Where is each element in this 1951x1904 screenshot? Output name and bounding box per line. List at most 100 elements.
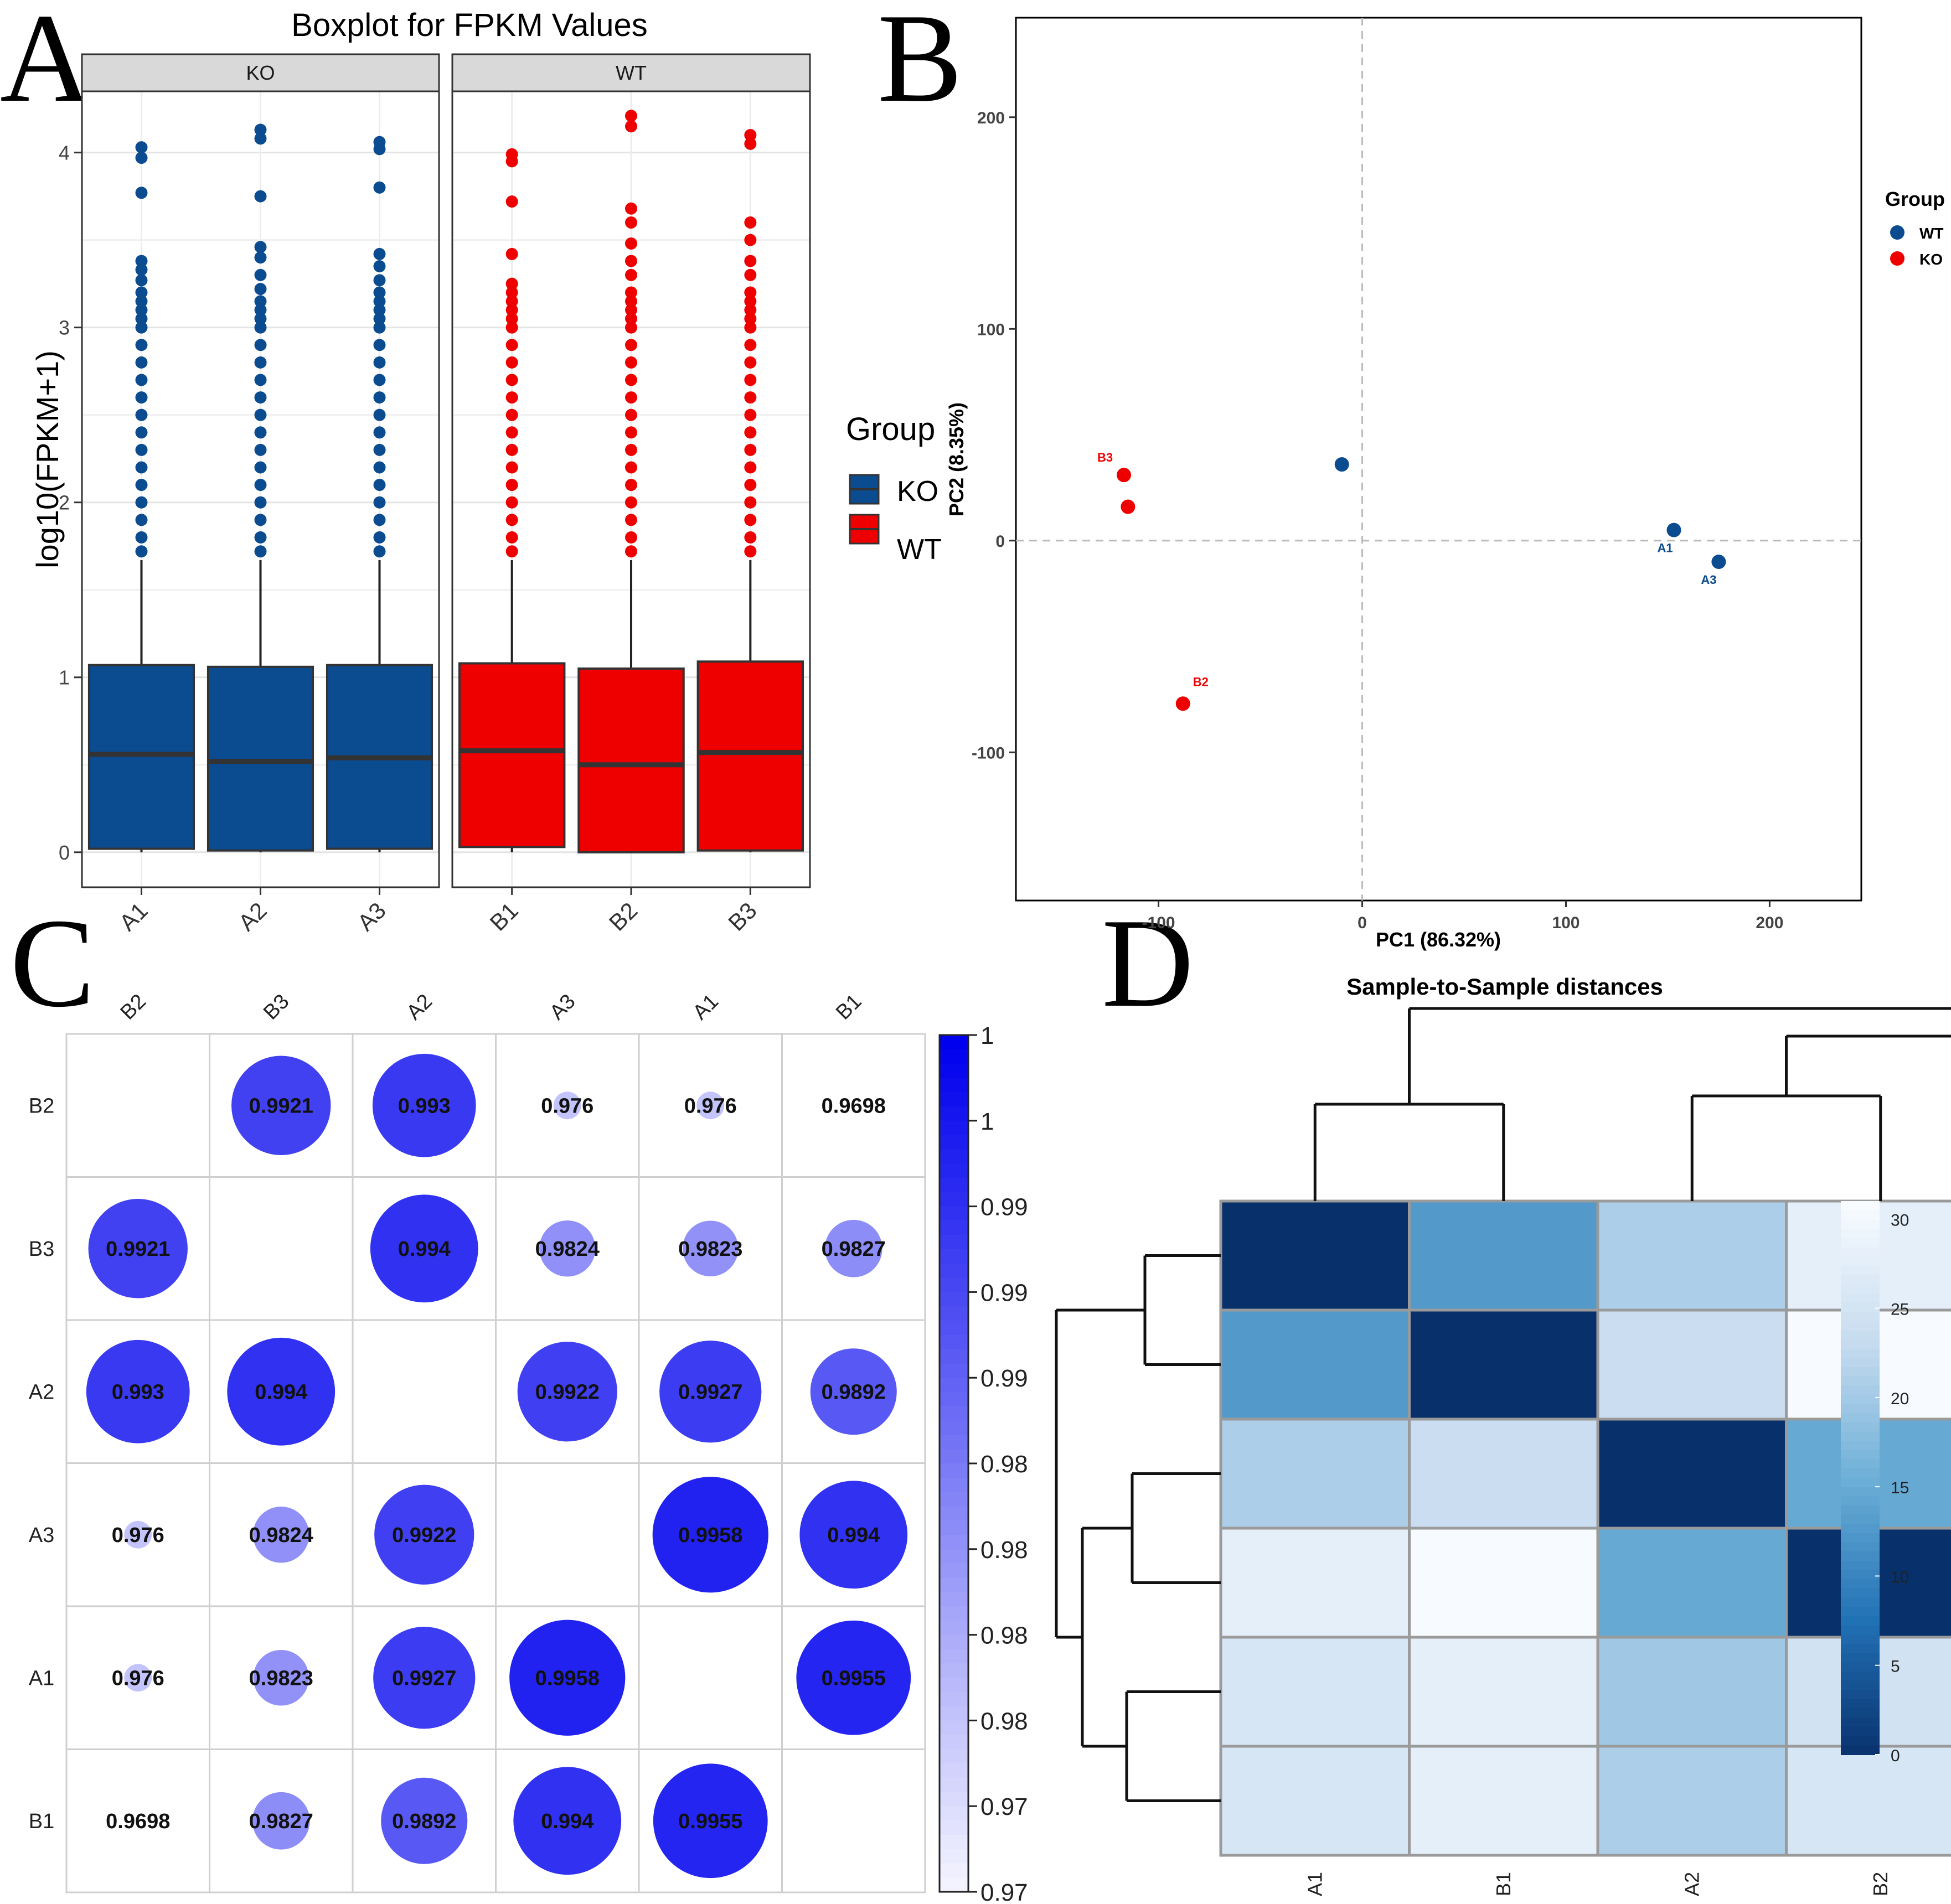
correlation-circle <box>372 1053 476 1157</box>
outlier-point <box>505 531 518 544</box>
colorbar-segment <box>1841 1348 1880 1359</box>
pca-point-B1 <box>1121 499 1135 514</box>
boxplot-title: Boxplot for FPKM Values <box>291 7 648 43</box>
correlation-value: 0.993 <box>112 1380 164 1404</box>
colorbar-segment <box>940 1691 968 1707</box>
outlier-point <box>505 195 518 208</box>
outlier-point <box>505 479 518 491</box>
panel-c-correlation: 0.9921 0.993 0.976 0.976 0.9698 0.9921 0.994 0.… <box>29 990 1028 1904</box>
outlier-point <box>625 545 637 558</box>
outlier-point <box>373 479 386 491</box>
outlier-point <box>373 247 386 260</box>
correlation-circle <box>553 1091 581 1120</box>
outlier-point <box>254 339 267 351</box>
panel-d-distance-heatmap: Sample-to-Sample distances A1A1B1B1A2A2B… <box>1055 974 1951 1896</box>
outlier-point <box>625 216 637 229</box>
colorbar-segment <box>1841 1496 1880 1506</box>
heatmap-cell <box>1596 1745 1788 1857</box>
colorbar-segment <box>940 1735 968 1750</box>
x-tick-label: 0 <box>1358 914 1367 932</box>
outlier-point <box>744 255 757 267</box>
colorbar-tick-label: 1 <box>980 1022 994 1049</box>
legend-ko-label: KO <box>897 475 938 508</box>
boxplot-y-axis-label: log10(FPKM+1) <box>30 350 65 568</box>
outlier-point <box>744 461 757 474</box>
colorbar-segment <box>940 1606 968 1621</box>
outlier-point <box>744 321 757 334</box>
colorbar-segment <box>940 1663 968 1678</box>
colorbar-segment <box>1841 1625 1880 1636</box>
correlation-value: 0.9892 <box>822 1380 886 1404</box>
outlier-point <box>625 356 637 369</box>
correlation-circle <box>373 1627 476 1729</box>
colorbar-segment <box>1841 1708 1880 1719</box>
outlier-point <box>135 187 148 199</box>
boxplot-legend: Group KO WT <box>846 411 942 566</box>
correlation-colorbar: 1 1 0.99 0.99 0.99 0.98 0.98 0.98 0.98 0.97 0.97 <box>938 1022 1028 1904</box>
correlation-value: 0.9827 <box>822 1238 886 1261</box>
matrix-cell <box>638 1605 783 1750</box>
colorbar-segment <box>940 1178 968 1193</box>
outlier-point <box>744 137 757 150</box>
colorbar-tick-label: 0.97 <box>980 1793 1028 1820</box>
colorbar-segment <box>1841 1745 1880 1755</box>
outlier-point <box>373 321 386 334</box>
correlation-value: 0.9823 <box>678 1238 742 1261</box>
outlier-point <box>625 255 637 267</box>
colorbar-segment <box>1841 1450 1880 1460</box>
colorbar-segment <box>1841 1256 1880 1266</box>
heatmap-cell <box>1219 1417 1411 1530</box>
colorbar-segment <box>940 1420 968 1436</box>
box-A1 <box>87 664 195 850</box>
colorbar-segment <box>1841 1542 1880 1553</box>
colorbar-tick-label: 0.99 <box>980 1279 1028 1306</box>
outlier-point <box>625 202 637 215</box>
x-tick-label-A2: A2 <box>233 897 272 936</box>
outlier-point <box>254 312 267 325</box>
colorbar-segment <box>1841 1597 1880 1608</box>
colorbar-segment <box>940 1163 968 1178</box>
outlier-point <box>135 255 148 267</box>
colorbar-segment <box>940 1563 968 1579</box>
correlation-matrix: 0.9921 0.993 0.976 0.976 0.9698 0.9921 0.994 0.… <box>29 990 926 1893</box>
row-label-B3: B3 <box>29 1238 54 1261</box>
pca-legend-wt-label: WT <box>1919 225 1944 242</box>
heatmap-cell <box>1219 1636 1411 1748</box>
row-label-B1: B1 <box>29 1810 54 1833</box>
correlation-circle <box>513 1767 622 1875</box>
outlier-point <box>625 443 637 456</box>
heatmap-cell <box>1596 1308 1788 1421</box>
colorbar-segment <box>1841 1265 1880 1276</box>
colorbar-segment <box>940 1820 968 1835</box>
outlier-point <box>625 461 637 474</box>
colorbar-segment <box>1841 1533 1880 1543</box>
colorbar-segment <box>940 1535 968 1550</box>
colorbar-segment <box>1841 1616 1880 1626</box>
correlation-circle <box>124 1520 152 1549</box>
outlier-point <box>744 304 757 317</box>
outlier-point <box>744 374 757 386</box>
outlier-point <box>744 356 757 369</box>
x-tick-label: -100 <box>1142 914 1175 932</box>
box-B3 <box>696 660 804 852</box>
pca-plot-border <box>1015 17 1862 902</box>
outlier-point <box>744 295 757 308</box>
box-B1 <box>458 662 566 848</box>
pca-point-A3 <box>1711 555 1726 570</box>
colorbar-segment <box>1841 1321 1880 1331</box>
colorbar-segment <box>940 1263 968 1279</box>
colorbar-segment <box>940 1049 968 1064</box>
heatmap-cell <box>1408 1199 1599 1312</box>
correlation-value: 0.9921 <box>106 1238 170 1261</box>
outlier-point <box>373 274 386 287</box>
colorbar-segment <box>1841 1376 1880 1386</box>
colorbar-segment <box>940 1120 968 1136</box>
x-tick-label-B3: B3 <box>723 897 762 936</box>
colorbar-segment <box>940 1449 968 1464</box>
correlation-circle <box>227 1337 336 1446</box>
outlier-point <box>373 304 386 317</box>
heatmap-cell <box>1785 1745 1951 1857</box>
heatmap-cell <box>1408 1308 1599 1421</box>
outlier-point <box>373 312 386 325</box>
